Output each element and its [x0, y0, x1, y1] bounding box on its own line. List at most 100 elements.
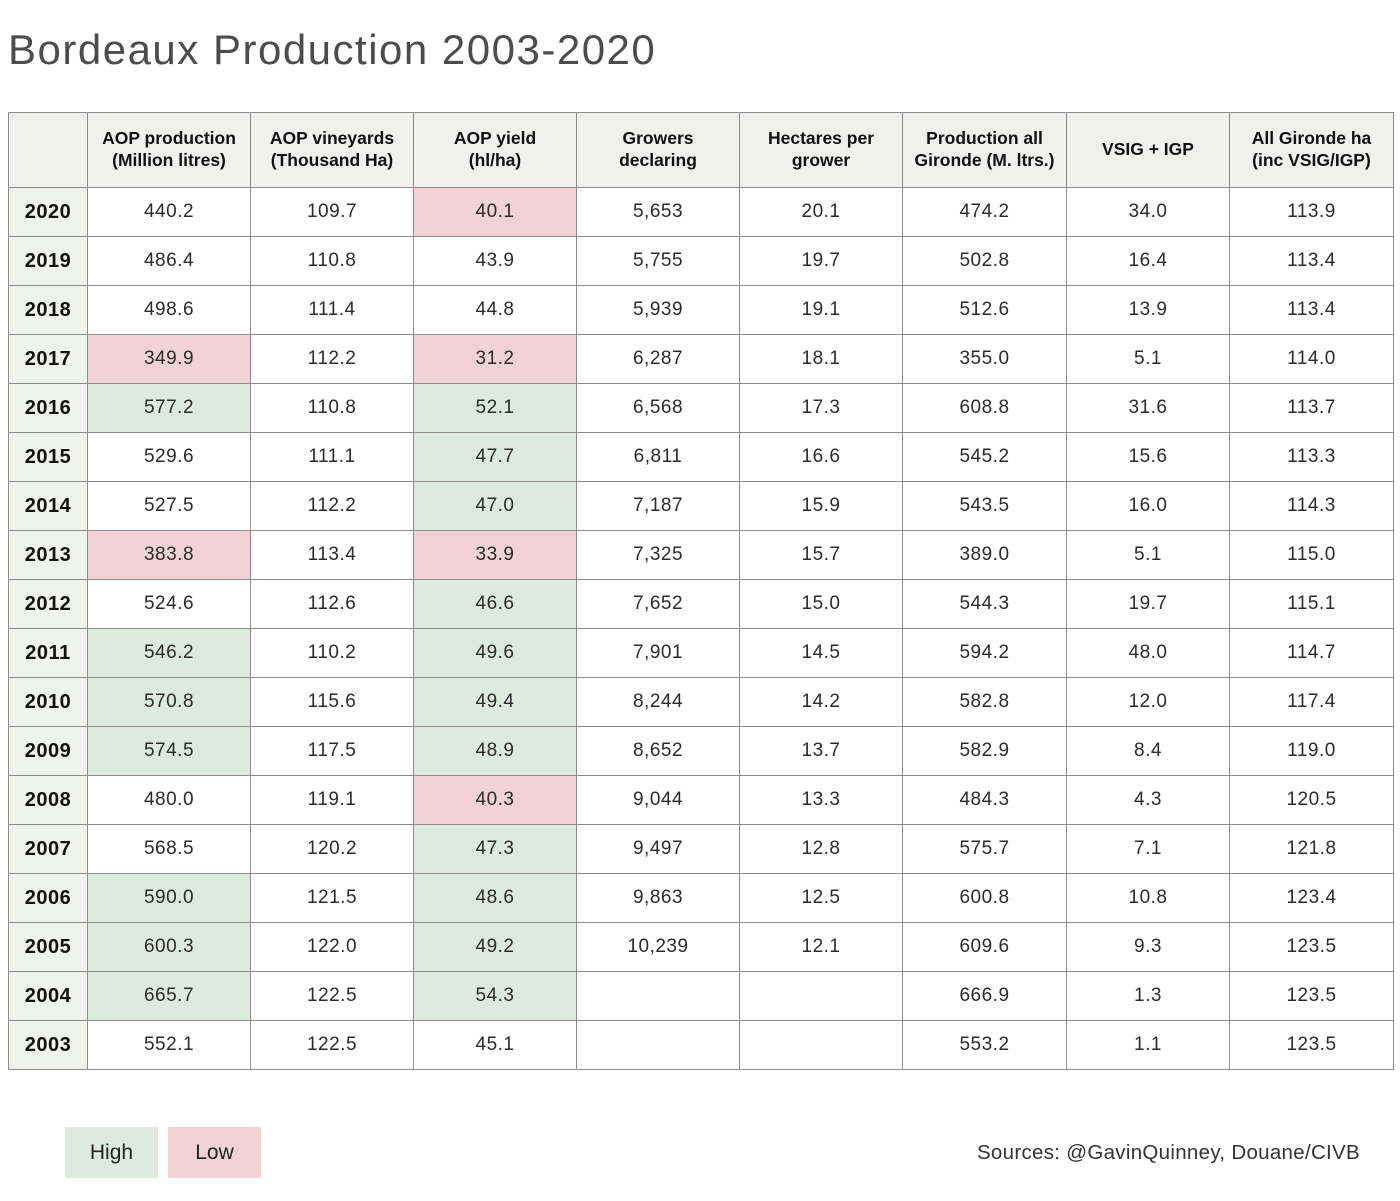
table-cell: 112.2	[250, 481, 414, 531]
table-cell: 113.7	[1229, 383, 1394, 433]
table-cell: 6,287	[576, 334, 740, 384]
table-cell: 355.0	[902, 334, 1067, 384]
table-cell: 8.4	[1066, 726, 1230, 776]
table-cell: 383.8	[87, 530, 251, 580]
table-cell: 7,325	[576, 530, 740, 580]
row-year: 2012	[8, 579, 88, 629]
table-row: 2018 498.6 111.4 44.8 5,939 19.1 512.6 13.9 113.…	[8, 285, 1394, 335]
table-cell: 47.7	[413, 432, 577, 482]
row-year: 2020	[8, 187, 88, 237]
column-header: Production all Gironde (M. ltrs.)	[902, 112, 1067, 188]
table-cell: 111.1	[250, 432, 414, 482]
table-cell: 48.0	[1066, 628, 1230, 678]
legend-low-swatch: Low	[168, 1127, 261, 1178]
table-cell: 553.2	[902, 1020, 1067, 1070]
page-title: Bordeaux Production 2003-2020	[8, 26, 657, 73]
table-cell: 582.9	[902, 726, 1067, 776]
table-cell: 115.0	[1229, 530, 1394, 580]
table-cell: 7,187	[576, 481, 740, 531]
table-cell: 5,939	[576, 285, 740, 335]
table-cell: 16.4	[1066, 236, 1230, 286]
table-cell: 9,044	[576, 775, 740, 825]
table-row: 2010 570.8 115.6 49.4 8,244 14.2 582.8 12.0 117.…	[8, 677, 1394, 727]
table-row: 2008 480.0 119.1 40.3 9,044 13.3 484.3 4.3 120.5	[8, 775, 1394, 825]
table-cell: 19.7	[1066, 579, 1230, 629]
table-cell: 110.8	[250, 236, 414, 286]
table-cell: 15.6	[1066, 432, 1230, 482]
table-cell: 113.9	[1229, 187, 1394, 237]
table-cell: 43.9	[413, 236, 577, 286]
table-cell: 9.3	[1066, 922, 1230, 972]
table-cell: 110.8	[250, 383, 414, 433]
table-row: 2011 546.2 110.2 49.6 7,901 14.5 594.2 48.0 114.…	[8, 628, 1394, 678]
table-cell: 8,244	[576, 677, 740, 727]
table-cell: 594.2	[902, 628, 1067, 678]
table-cell: 117.5	[250, 726, 414, 776]
legend: High Low	[65, 1127, 261, 1178]
row-year: 2004	[8, 971, 88, 1021]
row-year: 2016	[8, 383, 88, 433]
table-cell: 600.3	[87, 922, 251, 972]
table-cell: 49.2	[413, 922, 577, 972]
table-cell: 113.3	[1229, 432, 1394, 482]
table-cell: 498.6	[87, 285, 251, 335]
table-row: 2006 590.0 121.5 48.6 9,863 12.5 600.8 10.8 123.…	[8, 873, 1394, 923]
row-year: 2014	[8, 481, 88, 531]
table-cell: 665.7	[87, 971, 251, 1021]
table-cell: 440.2	[87, 187, 251, 237]
table-cell: 19.1	[739, 285, 903, 335]
row-year: 2019	[8, 236, 88, 286]
table-cell: 349.9	[87, 334, 251, 384]
legend-low-label: Low	[195, 1140, 234, 1164]
table-cell: 552.1	[87, 1020, 251, 1070]
table-cell: 120.5	[1229, 775, 1394, 825]
table-cell: 7,901	[576, 628, 740, 678]
column-header: Growers declaring	[576, 112, 740, 188]
table-row: 2015 529.6 111.1 47.7 6,811 16.6 545.2 15.6 113.…	[8, 432, 1394, 482]
table-cell: 16.6	[739, 432, 903, 482]
table-cell: 12.1	[739, 922, 903, 972]
table-cell: 122.5	[250, 971, 414, 1021]
table-row: 2013 383.8 113.4 33.9 7,325 15.7 389.0 5.1 115.0	[8, 530, 1394, 580]
table-cell	[739, 971, 903, 1021]
table-cell	[576, 971, 740, 1021]
table-cell: 115.6	[250, 677, 414, 727]
table-cell: 15.9	[739, 481, 903, 531]
sources-text: Sources: @GavinQuinney, Douane/CIVB	[976, 1140, 1360, 1164]
table-cell: 524.6	[87, 579, 251, 629]
table-cell: 115.1	[1229, 579, 1394, 629]
table-cell: 480.0	[87, 775, 251, 825]
row-year: 2010	[8, 677, 88, 727]
row-year: 2005	[8, 922, 88, 972]
table-cell: 40.3	[413, 775, 577, 825]
table-cell: 44.8	[413, 285, 577, 335]
row-year: 2017	[8, 334, 88, 384]
table-cell: 48.9	[413, 726, 577, 776]
table-cell: 120.2	[250, 824, 414, 874]
table-cell: 389.0	[902, 530, 1067, 580]
table-cell: 574.5	[87, 726, 251, 776]
table-cell: 121.8	[1229, 824, 1394, 874]
table-cell: 40.1	[413, 187, 577, 237]
table-cell: 15.7	[739, 530, 903, 580]
table-cell: 113.4	[1229, 236, 1394, 286]
table-header: AOP production (Million litres) AOP viney…	[8, 112, 1394, 188]
table-cell: 31.2	[413, 334, 577, 384]
table-cell: 6,568	[576, 383, 740, 433]
table-cell: 49.6	[413, 628, 577, 678]
row-year: 2008	[8, 775, 88, 825]
table-cell: 18.1	[739, 334, 903, 384]
table-cell: 600.8	[902, 873, 1067, 923]
table-cell: 546.2	[87, 628, 251, 678]
table-row: 2007 568.5 120.2 47.3 9,497 12.8 575.7 7.1 121.8	[8, 824, 1394, 874]
table-cell: 123.5	[1229, 922, 1394, 972]
table-cell: 16.0	[1066, 481, 1230, 531]
table-cell: 577.2	[87, 383, 251, 433]
table-row: 2009 574.5 117.5 48.9 8,652 13.7 582.9 8.4 119.0	[8, 726, 1394, 776]
table-cell: 666.9	[902, 971, 1067, 1021]
table-cell: 5,755	[576, 236, 740, 286]
table-cell: 123.5	[1229, 971, 1394, 1021]
table-cell: 570.8	[87, 677, 251, 727]
table-cell: 1.3	[1066, 971, 1230, 1021]
table-row: 2019 486.4 110.8 43.9 5,755 19.7 502.8 16.4 113.…	[8, 236, 1394, 286]
